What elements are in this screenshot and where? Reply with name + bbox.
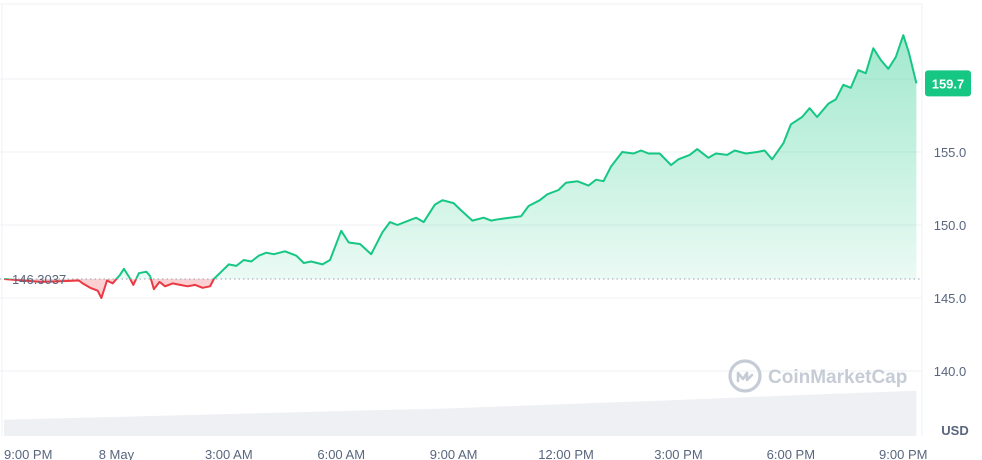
x-tick-label: 8 May [99, 447, 135, 460]
coinmarketcap-logo-icon [728, 359, 762, 393]
y-tick-label: 140.0 [934, 364, 967, 379]
price-area [4, 35, 917, 298]
volume-area [4, 390, 917, 436]
x-tick-label: 12:00 PM [538, 447, 594, 460]
last-price-tag: 159.7 [925, 70, 971, 97]
x-tick-label: 3:00 AM [205, 447, 253, 460]
y-axis: 140.0 145.0 150.0 155.0 [934, 145, 967, 379]
y-tick-label: 150.0 [934, 218, 967, 233]
reference-price-label: 146.3037 [12, 272, 66, 287]
currency-label: USD [941, 423, 968, 438]
area-fill-down [4, 278, 917, 298]
x-tick-label: 3:00 PM [654, 447, 702, 460]
x-tick-label: 9:00 AM [430, 447, 478, 460]
area-fill-extended [116, 35, 917, 279]
last-price-value: 159.7 [932, 76, 965, 91]
x-tick-label: 9:00 PM [879, 447, 927, 460]
last-price-tag-bg [925, 70, 971, 97]
price-line-up [4, 34, 918, 279]
y-tick-label: 145.0 [934, 291, 967, 306]
coinmarketcap-watermark: CoinMarketCap [728, 359, 907, 393]
x-axis: 9:00 PM 8 May 3:00 AM 6:00 AM 9:00 AM 12:00 P… [4, 447, 927, 460]
volume-bars [4, 390, 917, 436]
watermark-text: CoinMarketCap [768, 367, 907, 388]
price-line [3, 34, 918, 299]
x-tick-label: 9:00 PM [4, 447, 52, 460]
x-tick-label: 6:00 PM [767, 447, 815, 460]
price-line-down [3, 278, 216, 299]
y-tick-label: 155.0 [934, 145, 967, 160]
x-tick-label: 6:00 AM [317, 447, 365, 460]
